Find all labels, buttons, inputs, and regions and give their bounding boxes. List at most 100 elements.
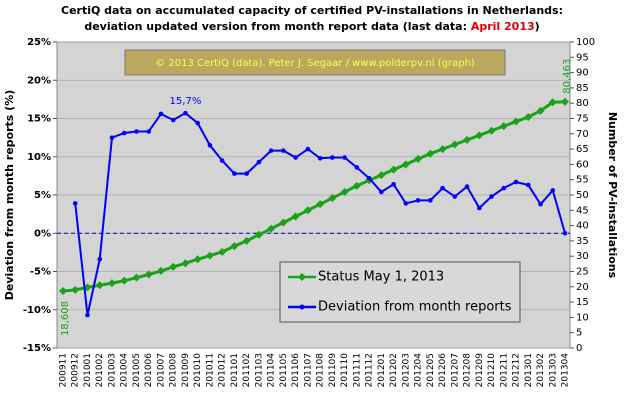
y2-tick-label: 60 [576,159,589,170]
marker [340,187,349,196]
x-tick-label: 201108 [316,353,326,388]
marker [59,287,67,296]
marker [72,201,78,206]
x-tick-label: 201212 [512,353,522,387]
legend-label: Deviation from month reports [318,300,512,315]
legend-marker [299,304,305,310]
marker [121,130,127,136]
marker [268,148,274,153]
x-tick-label: 201302 [536,353,546,387]
marker [146,129,152,134]
y2-tick-label: 15 [576,297,589,308]
x-tick-label: 201112 [365,353,375,387]
marker [512,117,521,126]
y2-tick-label: 80 [576,98,589,109]
y2-tick-label: 95 [576,52,589,63]
y-axis-label: Deviation from month reports (%) [3,90,16,300]
x-tick-label: 201010 [193,353,203,388]
marker [464,184,470,189]
x-tick-label: 201206 [438,353,448,388]
marker [230,242,239,251]
legend-marker [298,273,306,281]
marker [232,171,237,176]
x-tick-label: 201106 [291,353,301,388]
marker [95,281,104,290]
x-tick-label: 201006 [144,353,154,388]
marker [452,194,458,199]
marker [97,256,103,262]
y2-tick-label: 70 [576,129,589,140]
marker [281,148,286,153]
chart-title: CertiQ data on accumulated capacity of c… [61,4,563,17]
subtitle-end: ) [535,20,540,33]
x-tick-label: 201201 [377,353,387,387]
marker [207,142,213,148]
x-tick-label: 201101 [230,353,240,387]
marker [291,212,300,221]
y2-tick-label: 85 [576,83,589,94]
x-tick-label: 201103 [254,353,264,387]
legend-box [279,261,521,323]
x-tick-label: 201209 [475,353,485,388]
x-tick-label: 201304 [561,353,571,388]
y2-tick-label: 35 [576,236,589,247]
x-tick-label: 201012 [218,353,228,387]
y2-tick-label: 55 [576,175,589,186]
x-tick-label: 201102 [242,353,252,387]
marker [366,175,372,181]
marker [242,236,251,245]
x-tick-label: 201205 [426,353,436,387]
y-tick-label: 5% [34,190,51,201]
x-tick-label: 201008 [169,353,179,388]
marker [195,120,200,126]
x-tick-label: 201003 [107,353,117,387]
marker [438,145,447,154]
marker [256,159,262,165]
x-tick-label: 201110 [340,353,350,388]
marker [475,131,484,140]
marker [107,279,116,288]
y2-tick-label: 25 [576,267,589,278]
subtitle-date: April 2013 [471,20,535,33]
marker [293,155,298,160]
y2-tick-label: 0 [576,343,582,354]
x-tick-label: 201011 [205,353,215,387]
x-tick-label: 201210 [487,353,497,388]
y2-tick-label: 5 [576,328,582,339]
y-tick-label: -15% [23,343,51,354]
x-tick-label: 201211 [499,353,509,387]
y2-tick-label: 100 [576,37,595,48]
x-tick-label: 201002 [95,353,105,387]
x-tick-label: 200911 [59,353,69,387]
subtitle-text: deviation updated version from month rep… [84,20,471,33]
marker [426,149,435,158]
data-label: 15,7% [170,96,202,107]
annotation: © 2013 CertiQ (data). Peter J. Segaar / … [155,58,475,69]
y-tick-label: -10% [23,305,51,316]
x-tick-label: 201005 [132,353,142,387]
y2-tick-label: 65 [576,144,589,155]
x-tick-label: 201001 [83,353,93,387]
y2-tick-label: 90 [576,68,589,79]
x-tick-label: 201202 [389,353,399,387]
marker [379,189,384,195]
y2-tick-label: 10 [576,312,589,323]
marker [316,200,325,209]
marker [85,312,90,318]
marker [109,135,115,140]
marker [463,135,472,144]
marker [317,155,323,161]
marker [428,198,433,203]
marker [305,146,311,152]
marker [525,182,531,188]
marker [170,117,176,123]
marker [169,262,178,271]
x-tick-label: 201208 [463,353,473,388]
y2-tick-label: 50 [576,190,589,201]
marker [538,201,543,207]
marker [389,165,398,174]
chart-subtitle: deviation updated version from month rep… [84,20,539,33]
marker [476,205,482,211]
marker [303,206,312,215]
